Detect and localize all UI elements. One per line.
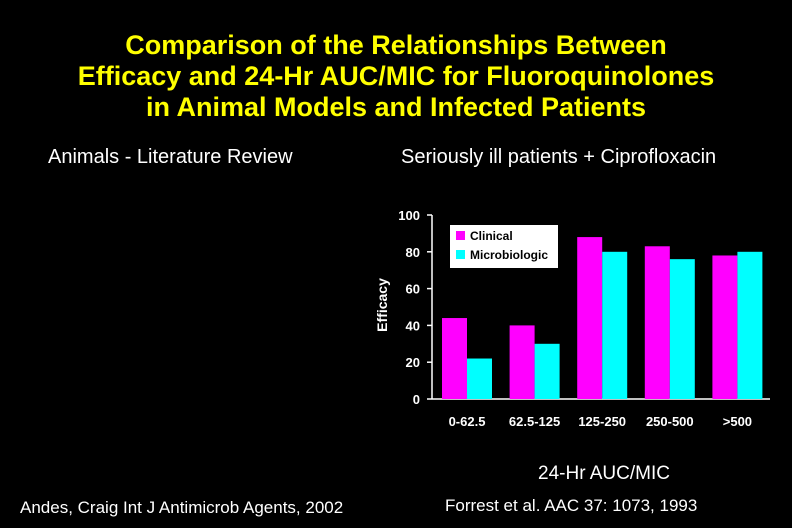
bar-microbiologic-3 bbox=[669, 259, 695, 399]
x-tick-label: 62.5-125 bbox=[509, 414, 560, 429]
bar-clinical-0 bbox=[442, 318, 467, 399]
y-tick-label: 40 bbox=[406, 318, 420, 333]
bar-clinical-3 bbox=[644, 246, 670, 399]
bar-microbiologic-4 bbox=[737, 251, 763, 399]
legend-swatch-clinical bbox=[456, 231, 465, 240]
title-line-3: in Animal Models and Infected Patients bbox=[145, 92, 647, 122]
bar-microbiologic-0 bbox=[467, 358, 492, 399]
x-tick-label: 125-250 bbox=[578, 414, 626, 429]
y-tick-label: 0 bbox=[413, 392, 420, 407]
x-tick-label: >500 bbox=[723, 414, 752, 429]
y-axis-label: Efficacy bbox=[374, 278, 390, 332]
left-citation: Andes, Craig Int J Antimicrob Agents, 20… bbox=[20, 498, 344, 517]
x-tick-label: 250-500 bbox=[646, 414, 694, 429]
legend-swatch-microbiologic bbox=[456, 250, 465, 259]
bar-microbiologic-1 bbox=[534, 343, 560, 399]
legend-label-clinical: Clinical bbox=[470, 229, 513, 243]
y-tick-label: 100 bbox=[398, 208, 420, 223]
x-tick-label: 0-62.5 bbox=[449, 414, 486, 429]
title-line-1: Comparison of the Relationships Between bbox=[125, 30, 667, 60]
x-axis-label: 24-Hr AUC/MIC bbox=[538, 463, 670, 484]
bar-clinical-2 bbox=[577, 237, 603, 399]
bar-microbiologic-2 bbox=[602, 251, 628, 399]
y-tick-label: 20 bbox=[406, 355, 420, 370]
right-citation: Forrest et al. AAC 37: 1073, 1993 bbox=[445, 496, 698, 515]
y-tick-label: 60 bbox=[406, 282, 420, 297]
left-subtitle: Animals - Literature Review bbox=[48, 146, 293, 168]
legend-label-microbiologic: Microbiologic bbox=[470, 248, 548, 262]
right-subtitle: Seriously ill patients + Ciprofloxacin bbox=[401, 146, 717, 168]
title-line-2: Efficacy and 24-Hr AUC/MIC for Fluoroqui… bbox=[77, 61, 715, 91]
bar-clinical-4 bbox=[712, 255, 738, 399]
y-tick-label: 80 bbox=[406, 245, 420, 260]
bar-clinical-1 bbox=[509, 325, 535, 399]
slide-title: Comparison of the Relationships Between … bbox=[0, 30, 792, 123]
legend-box bbox=[450, 225, 558, 268]
